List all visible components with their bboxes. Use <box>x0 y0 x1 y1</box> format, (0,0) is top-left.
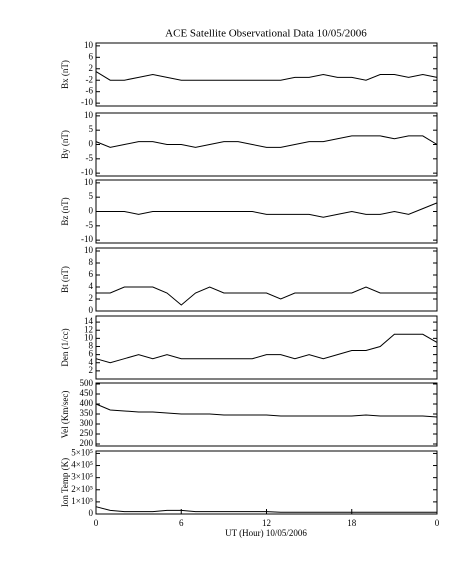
y-tick-label: 4×10⁵ <box>71 460 93 470</box>
y-tick-label: 450 <box>80 388 94 398</box>
y-tick-label: 5×10⁵ <box>71 447 93 457</box>
y-axis-label: Vel (Km/sec) <box>60 391 70 439</box>
panel-frame <box>95 247 438 312</box>
y-tick-label: 0 <box>89 139 94 149</box>
y-tick-label: 6 <box>89 349 94 359</box>
y-axis-label: Bz (nT) <box>60 197 70 225</box>
y-tick-label: 250 <box>80 428 94 438</box>
y-tick-label: -6 <box>86 86 94 96</box>
y-tick-label: 8 <box>89 341 94 351</box>
y-tick-label: 12 <box>84 324 93 334</box>
y-tick-label: 4 <box>89 357 94 367</box>
y-axis-label: By (nT) <box>60 130 70 159</box>
data-line <box>96 202 438 218</box>
y-tick-label: 10 <box>84 177 94 187</box>
y-tick-label: -2 <box>86 74 94 84</box>
y-tick-label: 10 <box>84 110 94 120</box>
data-line <box>95 506 437 513</box>
y-tick-label: 10 <box>84 40 94 50</box>
y-tick-label: 10 <box>84 332 94 342</box>
panel-frame <box>95 42 438 107</box>
chart-title: ACE Satellite Observational Data 10/05/2… <box>165 28 367 40</box>
x-tick-label: 18 <box>347 518 357 528</box>
x-tick-label: 0 <box>94 518 99 528</box>
x-tick-label: 12 <box>262 518 271 528</box>
y-tick-label: 2 <box>89 365 94 375</box>
y-tick-label: 14 <box>84 316 94 326</box>
y-tick-label: 2 <box>89 63 94 73</box>
y-tick-label: 200 <box>80 438 94 448</box>
y-tick-label: 300 <box>80 418 94 428</box>
y-axis-label: Ion Temp (K) <box>60 458 70 507</box>
y-tick-label: -10 <box>81 167 93 177</box>
y-tick-label: 3×10⁵ <box>71 472 93 482</box>
y-tick-label: 5 <box>89 124 94 134</box>
x-tick-label: 0 <box>435 518 440 528</box>
data-line <box>95 71 438 81</box>
panel-frame <box>95 112 438 177</box>
panel-frame <box>95 450 438 515</box>
data-line <box>95 333 438 364</box>
y-tick-label: 1×10⁵ <box>71 496 93 506</box>
data-line <box>96 286 437 306</box>
panel-frame <box>95 315 438 380</box>
y-tick-label: 6 <box>89 51 94 61</box>
y-tick-label: 10 <box>84 245 94 255</box>
y-tick-label: -10 <box>81 234 93 244</box>
data-line <box>95 135 438 148</box>
y-tick-label: 350 <box>80 408 94 418</box>
y-tick-label: 8 <box>89 257 94 267</box>
data-line <box>95 403 438 418</box>
y-tick-label: 2 <box>89 293 94 303</box>
y-tick-label: 0 <box>89 305 94 315</box>
y-tick-label: 0 <box>89 508 94 518</box>
y-axis-label: Bt (nT) <box>60 266 70 293</box>
y-tick-label: 500 <box>80 378 94 388</box>
x-axis-label: UT (Hour) 10/05/2006 <box>225 528 307 538</box>
y-tick-label: 6 <box>89 269 94 279</box>
y-axis-label: Bx (nT) <box>60 60 70 89</box>
y-tick-label: 400 <box>80 398 94 408</box>
y-tick-label: -5 <box>86 220 94 230</box>
x-tick-label: 6 <box>179 518 184 528</box>
y-tick-label: 5 <box>89 191 94 201</box>
y-tick-label: 4 <box>89 281 94 291</box>
y-tick-label: -10 <box>81 97 93 107</box>
y-tick-label: 2×10⁵ <box>71 484 93 494</box>
panel-frame <box>95 179 438 244</box>
y-tick-label: -5 <box>86 153 94 163</box>
y-axis-label: Den (1/cc) <box>60 328 70 366</box>
y-tick-label: 0 <box>89 206 94 216</box>
